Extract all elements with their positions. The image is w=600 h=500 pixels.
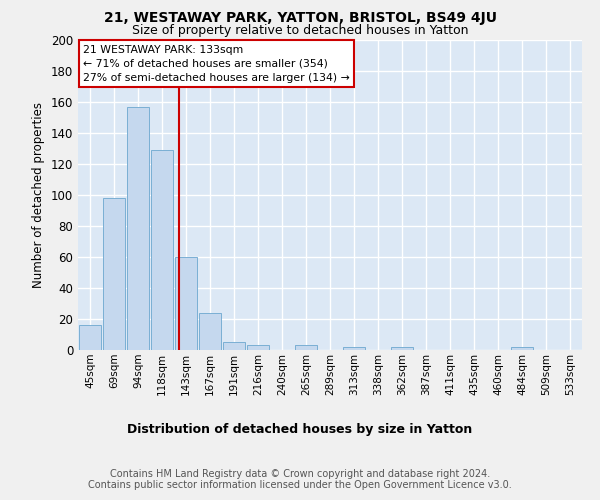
Bar — [199, 313, 221, 350]
Bar — [103, 198, 125, 350]
Bar — [127, 106, 149, 350]
Bar — [295, 346, 317, 350]
Bar — [391, 347, 413, 350]
Bar — [343, 347, 365, 350]
Bar — [79, 325, 101, 350]
Text: Contains public sector information licensed under the Open Government Licence v3: Contains public sector information licen… — [88, 480, 512, 490]
Bar — [511, 347, 533, 350]
Text: 21, WESTAWAY PARK, YATTON, BRISTOL, BS49 4JU: 21, WESTAWAY PARK, YATTON, BRISTOL, BS49… — [104, 11, 497, 25]
Bar — [151, 150, 173, 350]
Text: 21 WESTAWAY PARK: 133sqm
← 71% of detached houses are smaller (354)
27% of semi-: 21 WESTAWAY PARK: 133sqm ← 71% of detach… — [83, 44, 350, 82]
Text: Distribution of detached houses by size in Yatton: Distribution of detached houses by size … — [127, 422, 473, 436]
Y-axis label: Number of detached properties: Number of detached properties — [32, 102, 45, 288]
Text: Contains HM Land Registry data © Crown copyright and database right 2024.: Contains HM Land Registry data © Crown c… — [110, 469, 490, 479]
Bar — [223, 342, 245, 350]
Text: Size of property relative to detached houses in Yatton: Size of property relative to detached ho… — [132, 24, 468, 37]
Bar — [175, 257, 197, 350]
Bar — [247, 346, 269, 350]
